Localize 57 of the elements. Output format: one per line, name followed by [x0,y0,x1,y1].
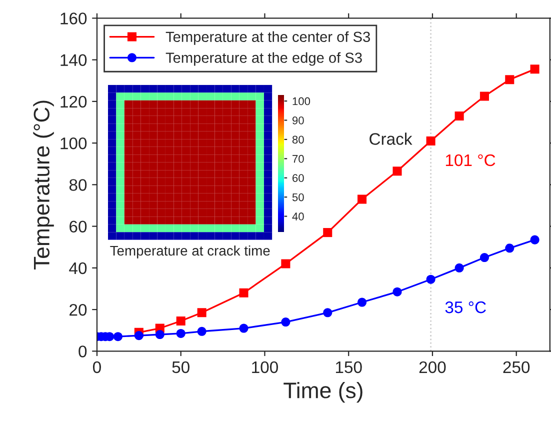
point [239,324,248,333]
point [530,64,540,74]
point [281,259,290,268]
y-axis-title: Temperature (°C) [33,100,54,270]
point [426,274,436,284]
color-bar-label: 40 [292,212,304,220]
y-tick-label: 60 [70,220,87,232]
point [480,253,489,262]
x-tick-label: 0 [92,361,101,374]
x-axis-title: Temperature at crack time [110,245,270,258]
color-bar-label: 100 [292,97,310,106]
point [505,75,514,84]
point [323,228,332,238]
y-tick-label: 40 [69,262,87,274]
x-axis-title: Time (s) [284,382,362,403]
y-tick-label: 100 [60,137,87,150]
point [176,316,186,326]
point [239,288,248,298]
legend-label: Temperature at the edge of S3 [166,52,362,66]
point [392,287,402,296]
x-tick-label: 200 [419,361,446,374]
x-tick-label: 50 [172,361,190,374]
annotation: 101 °C [446,154,496,166]
point [454,263,464,272]
point [281,318,290,327]
color-bar-label: 80 [292,136,304,144]
x-tick-label: 100 [252,361,278,374]
y-tick-label: 140 [60,54,87,66]
annotation: 35 °C [445,301,486,314]
y-tick-label: 120 [60,96,87,108]
color-bar-label: 60 [292,174,304,182]
point [155,330,164,340]
x-tick-label: 150 [336,361,362,374]
point [392,166,402,176]
point [197,308,206,318]
point [454,111,464,121]
legend-label: Temperature at the center of S3 [166,31,370,45]
point [358,194,367,204]
y-tick-label: 20 [70,304,87,316]
point [323,308,332,318]
y-tick-label: 80 [69,179,87,191]
point [426,136,436,146]
annotation: Crack [370,132,412,145]
point [480,92,489,101]
color-bar-label: 50 [292,193,304,202]
point [505,244,514,253]
point [530,235,540,244]
point [358,298,367,307]
point [134,331,144,340]
point [113,332,122,342]
point [197,326,206,336]
point [176,328,186,338]
y-tick-label: 0 [78,346,87,358]
y-tick-label: 160 [60,12,87,24]
color-bar-label: 70 [292,154,304,163]
color-bar-label: 90 [292,116,304,124]
x-tick-label: 250 [503,361,530,374]
